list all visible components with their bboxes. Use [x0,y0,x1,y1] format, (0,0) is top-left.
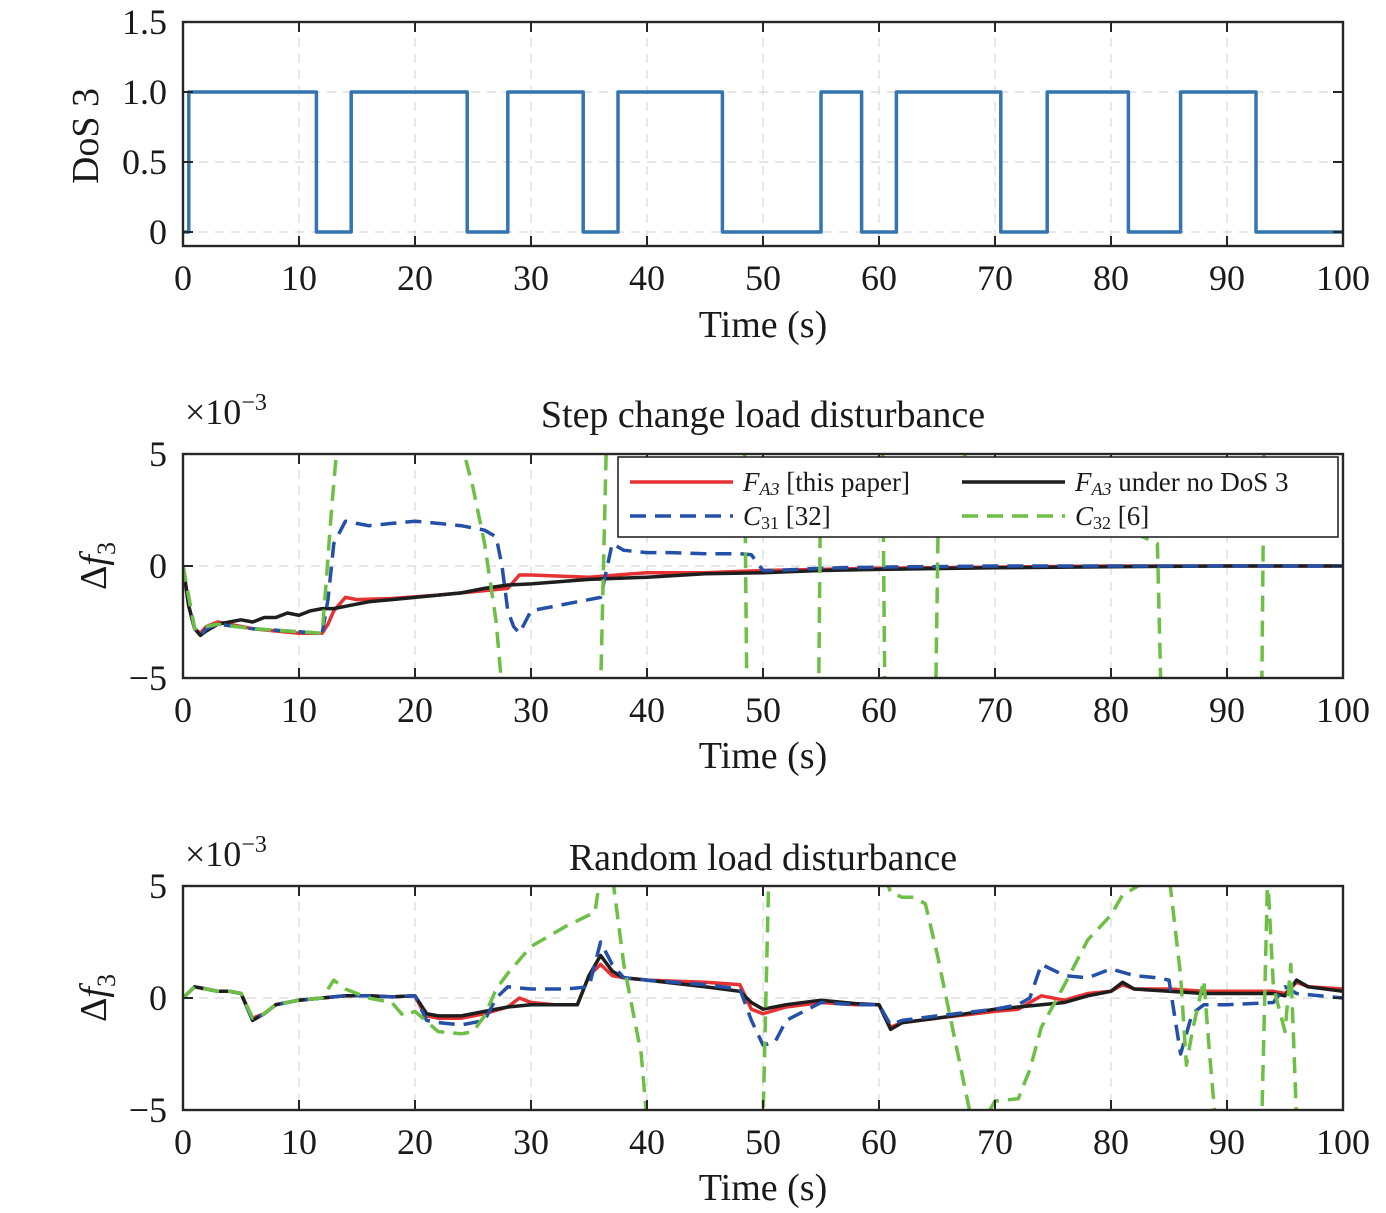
exponent-random: ×10−3 [185,832,267,874]
series-dos-signal [183,90,1343,234]
xtick-label: 100 [1316,258,1370,298]
xtick-label: 10 [281,258,317,298]
series-fa3-nodos [183,564,1343,638]
legend-label-fa3-nodos: FA3 under no DoS 3 [1074,467,1289,499]
xtick-label: 0 [174,258,192,298]
title-step: Step change load disturbance [541,394,985,436]
xlabel-dos: Time (s) [699,304,827,346]
xtick-label: 40 [629,690,665,730]
series-c32 [183,886,1298,1110]
xtick-label: 70 [977,690,1013,730]
xtick-label: 20 [397,690,433,730]
xtick-label: 10 [281,690,317,730]
ylabel-random: Δf3 [73,974,121,1022]
ytick-label: 5 [149,434,167,474]
series-fa3-nodos [183,953,1343,1032]
panel-random: 0 10 20 30 40 50 60 70 80 90 100−505 Random load d… [73,832,1370,1209]
xtick-label: 80 [1093,258,1129,298]
xtick-label: 20 [397,258,433,298]
ticks-dos: 0 10 20 30 40 50 60 70 80 90 100 0 0.5 1.0 1.5 [122,2,1370,298]
xlabel-step: Time (s) [699,735,827,777]
exponent-step: ×10−3 [185,390,267,432]
ylabel-dos: DoS 3 [65,88,107,184]
xtick-label: 60 [861,1122,897,1162]
xtick-label: 70 [977,258,1013,298]
panel-step: 0 10 20 30 40 50 60 70 80 90 100−505 Step change l… [73,390,1370,777]
xtick-label: 90 [1209,690,1245,730]
ticks-random: 0 10 20 30 40 50 60 70 80 90 100−505 [129,866,1370,1162]
legend-label-c31: C31 [32] [743,501,831,533]
ytick-label: 0.5 [122,142,167,182]
ytick-label: −5 [129,1090,167,1130]
xtick-label: 40 [629,258,665,298]
legend-step: FA3 [this paper] FA3 under no DoS 3 C31 … [617,456,1339,538]
legend-label-c32: C32 [6] [1075,501,1149,533]
xtick-label: 90 [1209,1122,1245,1162]
title-random: Random load disturbance [569,837,957,879]
xtick-label: 20 [397,1122,433,1162]
ytick-label: 1.0 [122,72,167,112]
xtick-label: 60 [861,690,897,730]
xtick-label: 80 [1093,690,1129,730]
xtick-label: 30 [513,258,549,298]
xtick-label: 100 [1316,1122,1370,1162]
series-dos [183,90,1343,234]
xtick-label: 0 [174,690,192,730]
xtick-label: 0 [174,1122,192,1162]
ytick-label: 1.5 [122,2,167,42]
ytick-label: 0 [149,978,167,1018]
series-c31 [183,519,1343,638]
ytick-label: 5 [149,866,167,906]
ytick-label: 0 [149,212,167,252]
xtick-label: 40 [629,1122,665,1162]
xtick-label: 30 [513,690,549,730]
legend-label-fa3: FA3 [this paper] [742,467,910,499]
legend-box [617,456,1339,538]
xtick-label: 100 [1316,690,1370,730]
ytick-label: −5 [129,658,167,698]
ytick-label: 0 [149,546,167,586]
xtick-label: 50 [745,1122,781,1162]
series-random [183,886,1343,1110]
xtick-label: 50 [745,258,781,298]
xtick-label: 60 [861,258,897,298]
xtick-label: 90 [1209,258,1245,298]
xtick-label: 70 [977,1122,1013,1162]
xtick-label: 10 [281,1122,317,1162]
panel-dos: 0 10 20 30 40 50 60 70 80 90 100 0 0.5 1.0 1.5 Time (s… [65,2,1370,346]
grid-dos [183,22,1343,246]
xtick-label: 80 [1093,1122,1129,1162]
xlabel-random: Time (s) [699,1167,827,1209]
ticks-step: 0 10 20 30 40 50 60 70 80 90 100−505 [129,434,1370,730]
ylabel-step: Δf3 [73,542,121,590]
xtick-label: 50 [745,690,781,730]
xtick-label: 30 [513,1122,549,1162]
